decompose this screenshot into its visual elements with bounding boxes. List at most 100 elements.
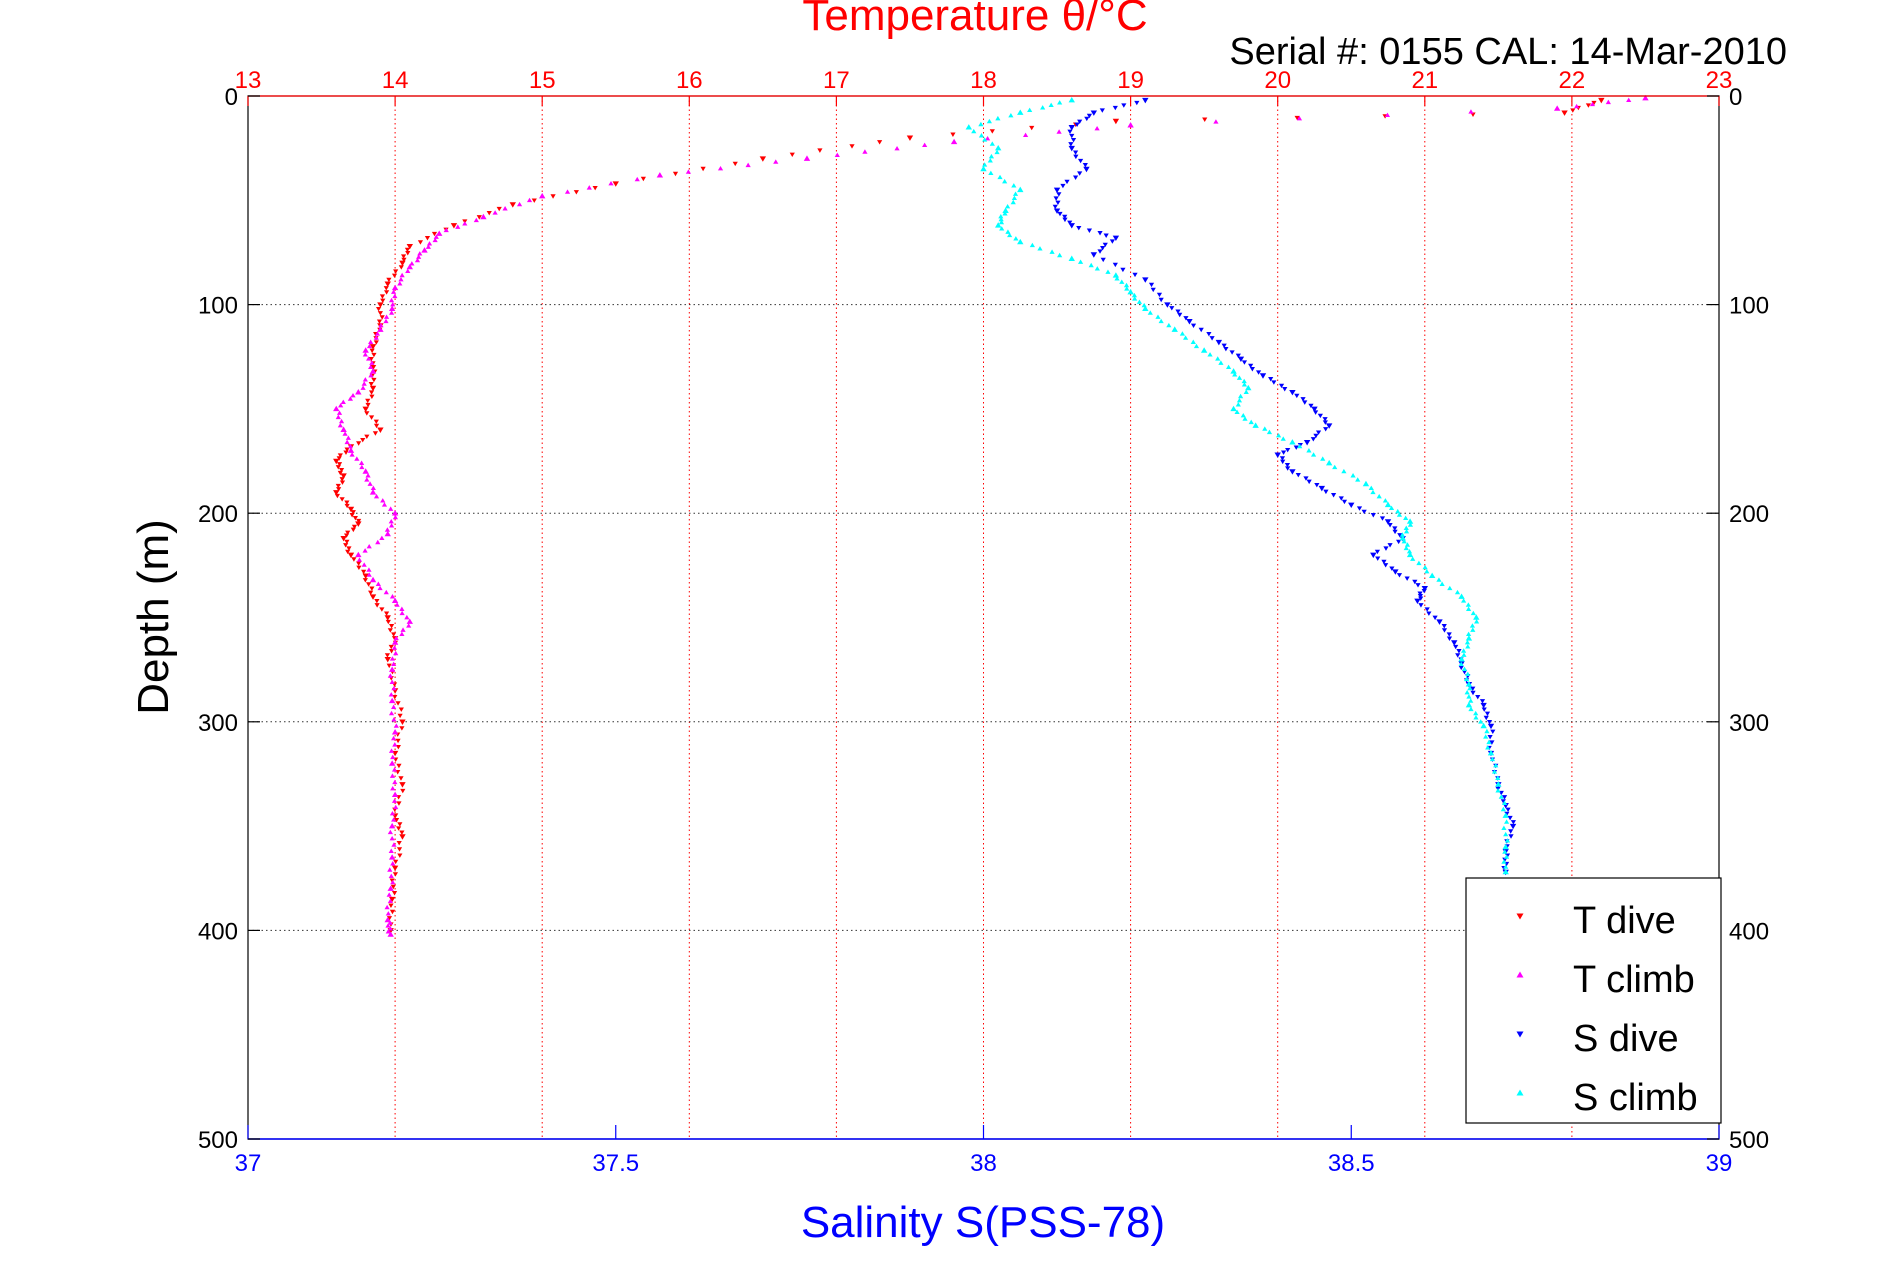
data-point — [384, 656, 391, 663]
data-point — [1303, 476, 1309, 481]
axes-layer: 13 14 15 16 17 18 19 20 21 22 23 37 37.5 38 38.5 39 0 0 10… — [198, 67, 1769, 1177]
data-point — [1370, 552, 1377, 559]
data-point — [388, 748, 395, 753]
data-point — [1474, 619, 1480, 624]
data-point — [1112, 105, 1118, 111]
data-point — [350, 510, 356, 515]
data-point — [369, 360, 375, 365]
data-point — [1280, 450, 1287, 455]
data-point — [388, 297, 395, 303]
data-point — [333, 405, 340, 412]
top-axis-tick-label: 20 — [1264, 67, 1291, 94]
data-point — [1320, 456, 1326, 461]
data-point — [391, 865, 399, 872]
data-point — [564, 189, 571, 194]
data-point — [1484, 711, 1491, 717]
data-point — [391, 817, 397, 822]
data-point — [1236, 375, 1243, 380]
series-s-climb — [965, 96, 1511, 875]
data-point — [388, 644, 394, 650]
data-point — [1243, 389, 1249, 395]
data-point — [360, 437, 366, 443]
data-point — [389, 679, 395, 684]
data-point — [492, 210, 498, 215]
data-point — [1086, 113, 1093, 119]
data-point — [391, 717, 397, 722]
data-point — [398, 707, 404, 712]
data-point — [362, 578, 368, 583]
data-point — [1274, 452, 1281, 458]
data-point — [1279, 456, 1286, 461]
data-point — [344, 539, 350, 545]
data-point — [1483, 715, 1489, 721]
data-point — [1489, 740, 1495, 745]
data-point — [391, 289, 397, 294]
data-point — [368, 339, 374, 344]
left-axis-tick-label: 200 — [198, 501, 238, 528]
data-point — [1502, 868, 1509, 875]
data-point — [333, 458, 340, 465]
data-point — [1417, 591, 1423, 596]
data-point — [1037, 246, 1043, 251]
data-series-layer — [333, 94, 1649, 937]
data-point — [335, 483, 341, 489]
data-point — [1097, 249, 1103, 254]
data-point — [1407, 522, 1414, 527]
data-point — [1412, 579, 1418, 585]
data-point — [1090, 110, 1098, 116]
data-point — [1248, 363, 1254, 369]
data-point — [392, 872, 399, 877]
data-point — [377, 427, 384, 433]
data-point — [1598, 97, 1605, 104]
data-point — [362, 548, 368, 553]
data-point — [380, 498, 386, 503]
data-point — [391, 798, 398, 803]
data-point — [356, 441, 362, 446]
data-point — [375, 581, 381, 586]
data-point — [396, 840, 402, 846]
data-point — [388, 666, 396, 672]
data-point — [1183, 316, 1189, 321]
data-point — [1124, 286, 1130, 291]
data-point — [1002, 211, 1008, 216]
left-axis-tick-label: 100 — [198, 293, 238, 320]
data-point — [1068, 142, 1074, 147]
data-point — [1077, 158, 1084, 164]
data-point — [386, 916, 393, 921]
data-point — [1417, 593, 1423, 599]
data-point — [399, 782, 406, 788]
data-point — [1120, 267, 1126, 273]
data-point — [406, 243, 414, 250]
data-point — [384, 611, 390, 616]
data-point — [385, 923, 391, 928]
data-point — [608, 181, 614, 186]
data-point — [389, 594, 396, 599]
data-point — [365, 473, 371, 478]
data-point — [406, 618, 414, 624]
data-point — [404, 247, 411, 253]
legend-label: T dive — [1573, 900, 1676, 942]
data-point — [877, 140, 883, 145]
data-point — [1057, 252, 1063, 258]
data-point — [391, 891, 398, 896]
data-point — [1480, 722, 1487, 729]
data-point — [978, 121, 984, 127]
chart-title: Temperature θ/°C — [802, 0, 1147, 40]
data-point — [425, 244, 431, 249]
data-point — [400, 254, 407, 259]
data-point — [1403, 545, 1409, 551]
data-point — [817, 148, 823, 153]
data-point — [377, 585, 383, 591]
data-point — [1396, 539, 1402, 545]
data-point — [1403, 528, 1410, 534]
data-point — [397, 713, 403, 719]
data-point — [366, 543, 372, 549]
data-point — [1289, 389, 1296, 396]
data-point — [387, 867, 393, 872]
data-point — [391, 645, 398, 650]
data-point — [803, 155, 811, 161]
data-point — [391, 639, 399, 645]
data-point — [386, 277, 392, 283]
data-point — [462, 221, 468, 226]
data-point — [392, 293, 398, 299]
